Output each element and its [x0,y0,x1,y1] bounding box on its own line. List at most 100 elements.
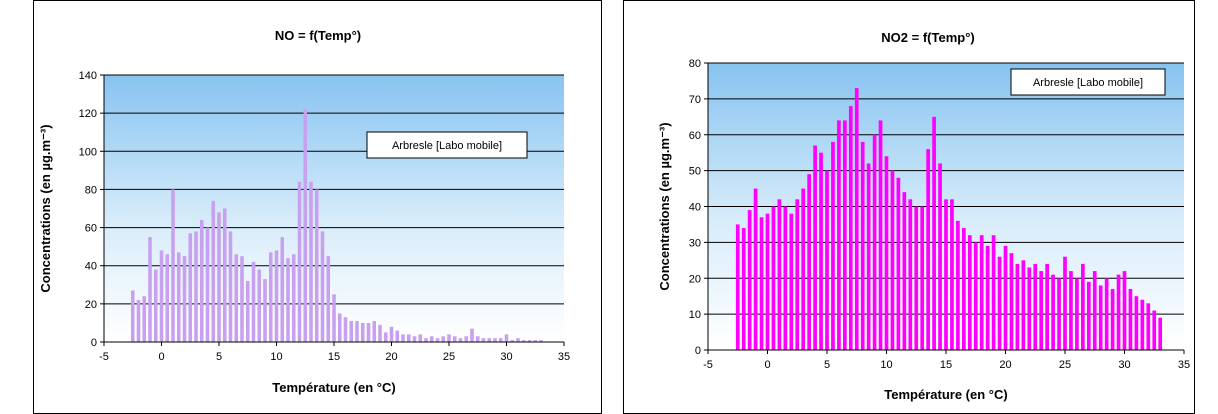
no-bar [441,336,446,342]
no2-bar [837,120,841,351]
no2-bar [1134,296,1139,350]
no2-bar [1122,271,1127,350]
no2-y-tick-label: 20 [689,273,701,285]
no-bar [217,212,221,342]
no2-bar [967,235,972,350]
no-bar [366,322,371,342]
no-bar [481,338,486,342]
no-legend-box [366,131,528,159]
no-x-tick-label: 25 [443,351,455,363]
no2-x-tick-label: 0 [764,359,770,371]
no-y-tick-label: 100 [79,146,97,158]
no-x-tick-label: 5 [216,351,222,363]
no-bar [176,252,181,342]
no-y-axis-label: Concentrations (en µg.m⁻³) [38,124,53,292]
no2-bar [920,206,925,350]
no2-x-tick-label: 35 [1178,359,1190,371]
no-bar [470,328,474,342]
no-bar [286,258,290,342]
no-bar [171,189,175,342]
no2-bar [735,224,740,350]
no2-bar [1128,289,1133,350]
no2-bar [741,228,746,350]
no-bar [251,261,256,342]
no-bar [372,321,377,342]
no-bar [429,336,434,342]
no2-y-axis-label: Concentrations (en µg.m⁻³) [657,122,672,290]
no-bar [539,340,543,342]
no2-bar [1057,278,1061,350]
no-bar [309,181,313,342]
no2-bar [759,217,764,350]
no2-bar [997,256,1002,350]
no2-bar [1021,260,1026,350]
no2-y-tick-label: 40 [689,202,701,214]
no2-bar [819,152,823,350]
no2-legend-box [1010,68,1166,96]
no2-bar [878,120,883,351]
no2-bar [956,220,960,350]
no-bar [418,334,423,342]
no2-bar [783,206,788,350]
no-y-tick-label: 20 [85,299,97,311]
no-bar [153,269,158,342]
no-bar [464,336,469,342]
no-bar [274,250,279,342]
no2-bar [753,188,758,350]
no-bar [521,340,526,342]
no2-x-tick-label: 10 [880,359,892,371]
no2-bar [932,116,936,350]
no2-bar [801,188,806,350]
no-bar [378,324,382,342]
no-bar [303,109,308,342]
no2-bar [848,106,853,350]
no2-bar [914,206,919,350]
no-bar [527,340,532,342]
no-bar [389,326,394,342]
no2-bar [1003,245,1008,350]
no2-bar [950,199,954,350]
no2-bar [884,156,889,350]
no2-bar [1104,278,1109,350]
no2-bar [789,213,794,350]
no-bar [493,338,497,342]
no-bar [136,300,141,342]
no-bar [510,340,515,342]
no-bar [130,290,135,342]
no2-bar [843,120,847,351]
no-bar [487,338,492,342]
no2-x-tick-label: 5 [824,359,830,371]
no2-bar [1152,310,1157,350]
no-bar [332,294,336,342]
no-bar [326,256,331,342]
no2-y-tick-label: 50 [689,166,701,178]
no-bar [406,334,411,342]
no-x-tick-label: 10 [270,351,282,363]
no-bar [268,252,273,342]
no2-bar [1039,271,1044,350]
no2-bar [1098,285,1103,350]
no2-y-tick-label: 10 [689,309,701,321]
no-bar [412,336,417,342]
no2-bar [962,228,966,350]
no-bar [447,334,451,342]
no2-y-tick-label: 80 [689,58,701,70]
no-bar [165,254,170,342]
no2-y-tick-label: 60 [689,130,701,142]
no2-bar [777,199,782,350]
no-bar [516,338,520,342]
no2-bar [1081,263,1085,350]
no-bar [320,231,325,342]
no-bar [360,322,365,342]
no2-legend-label: Arbresle [Labo mobile] [1033,77,1143,89]
no2-bar [872,134,877,350]
no2-bar [813,145,817,350]
no-bar [199,219,204,342]
no-bar [188,233,193,342]
no-x-axis-label: Température (en °C) [272,380,395,395]
no-bar [228,231,233,342]
no2-bar [765,213,770,350]
no2-x-tick-label: 15 [940,359,952,371]
